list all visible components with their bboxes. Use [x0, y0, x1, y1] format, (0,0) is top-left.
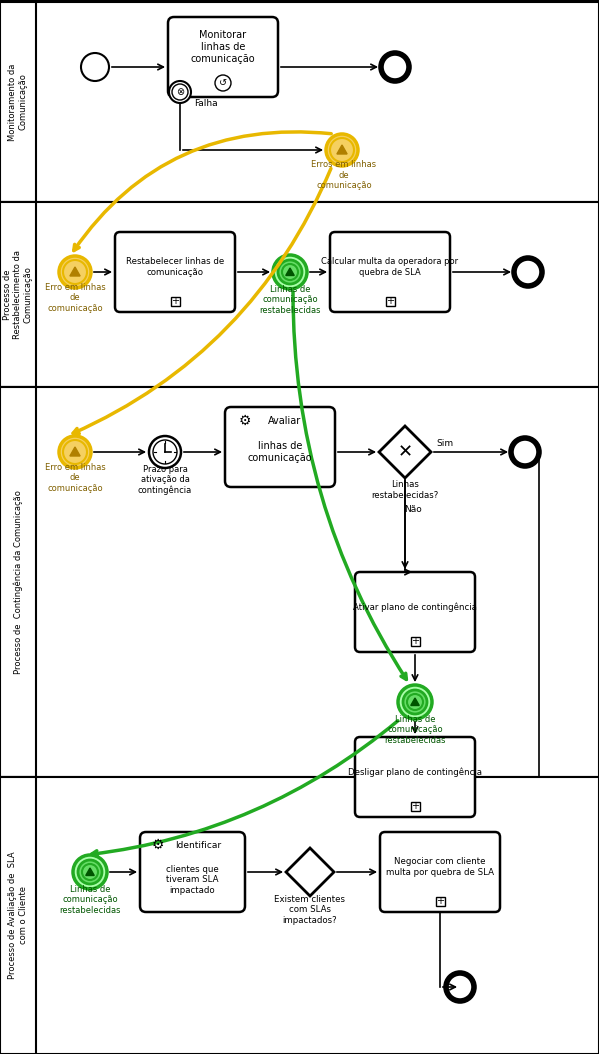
Text: Processo de  Contingência da Comunicação: Processo de Contingência da Comunicação: [13, 490, 23, 674]
Bar: [386, 296, 395, 306]
Circle shape: [514, 258, 542, 286]
Circle shape: [278, 260, 302, 284]
Text: Prazo para
ativação da
contingência: Prazo para ativação da contingência: [138, 465, 192, 495]
Text: Linhas de
comunicação
restabelecidas: Linhas de comunicação restabelecidas: [59, 885, 121, 915]
Text: ⚙: ⚙: [152, 838, 164, 852]
Bar: [0, 387, 599, 777]
Text: Avaliar: Avaliar: [268, 416, 302, 426]
Text: Não: Não: [404, 506, 422, 514]
Text: Linhas de
comunicação
restabelecidas: Linhas de comunicação restabelecidas: [384, 715, 446, 745]
Circle shape: [59, 256, 91, 288]
Polygon shape: [379, 426, 431, 479]
Circle shape: [78, 860, 102, 884]
Text: Erros em linhas
de
comunicação: Erros em linhas de comunicação: [311, 160, 377, 190]
Polygon shape: [411, 698, 419, 705]
Text: Processo de Avaliação de  SLA
com o Cliente: Processo de Avaliação de SLA com o Clien…: [8, 852, 28, 979]
Circle shape: [169, 81, 191, 103]
FancyBboxPatch shape: [115, 232, 235, 312]
Text: Identificar: Identificar: [175, 840, 221, 850]
Text: clientes que
tiveram SLA
impactado: clientes que tiveram SLA impactado: [166, 865, 219, 895]
Circle shape: [81, 53, 109, 81]
FancyBboxPatch shape: [225, 407, 335, 487]
Text: Falha: Falha: [194, 99, 217, 109]
Bar: [0, 777, 599, 1054]
FancyBboxPatch shape: [140, 832, 245, 912]
Polygon shape: [70, 447, 80, 456]
Circle shape: [403, 690, 427, 714]
Circle shape: [153, 440, 177, 464]
Text: linhas de
comunicação: linhas de comunicação: [248, 442, 312, 463]
Circle shape: [149, 436, 181, 468]
Bar: [410, 637, 419, 645]
Text: Monitoramento da
Comunicação: Monitoramento da Comunicação: [8, 63, 28, 140]
Text: Restabelecer linhas de
comunicação: Restabelecer linhas de comunicação: [126, 257, 224, 277]
Text: Negociar com cliente
multa por quebra de SLA: Negociar com cliente multa por quebra de…: [386, 857, 494, 877]
Text: ⚙: ⚙: [239, 414, 251, 428]
Circle shape: [63, 440, 87, 464]
FancyBboxPatch shape: [380, 832, 500, 912]
Bar: [0, 202, 599, 387]
Circle shape: [282, 264, 298, 280]
Bar: [435, 897, 444, 905]
Text: +: +: [171, 296, 179, 306]
Text: Monitorar
linhas de
comunicação: Monitorar linhas de comunicação: [190, 31, 255, 63]
Text: Erro em linhas
de
comunicação: Erro em linhas de comunicação: [44, 284, 105, 313]
Polygon shape: [286, 268, 294, 275]
Circle shape: [446, 973, 474, 1001]
Text: +: +: [386, 296, 394, 306]
Text: Erro em linhas
de
comunicação: Erro em linhas de comunicação: [44, 463, 105, 493]
Text: Sim: Sim: [437, 440, 453, 449]
Text: Existem clientes
com SLAs
impactados?: Existem clientes com SLAs impactados?: [274, 895, 346, 925]
Circle shape: [381, 53, 409, 81]
Bar: [0, 387, 36, 777]
Circle shape: [273, 255, 307, 289]
Text: Linhas de
comunicação
restabelecidas: Linhas de comunicação restabelecidas: [259, 285, 320, 315]
Circle shape: [172, 84, 188, 100]
Circle shape: [59, 436, 91, 468]
FancyBboxPatch shape: [168, 17, 278, 97]
Text: Ativar plano de contingência: Ativar plano de contingência: [353, 602, 477, 611]
Circle shape: [398, 685, 432, 719]
Polygon shape: [86, 868, 94, 876]
Bar: [0, 202, 36, 387]
FancyBboxPatch shape: [355, 572, 475, 652]
Text: +: +: [436, 896, 444, 906]
Circle shape: [73, 855, 107, 889]
Text: +: +: [411, 801, 419, 811]
Text: Desligar plano de contingência: Desligar plano de contingência: [348, 767, 482, 777]
Circle shape: [407, 694, 423, 710]
Circle shape: [82, 864, 98, 880]
Bar: [171, 296, 180, 306]
Polygon shape: [286, 848, 334, 896]
Text: Linhas
restabelecidas?: Linhas restabelecidas?: [371, 481, 438, 500]
Polygon shape: [70, 267, 80, 276]
FancyBboxPatch shape: [330, 232, 450, 312]
Circle shape: [63, 260, 87, 284]
Bar: [0, 2, 599, 202]
Text: Processo de
Restabelecimento da
Comunicação: Processo de Restabelecimento da Comunica…: [3, 250, 33, 339]
Circle shape: [215, 75, 231, 91]
Bar: [0, 777, 36, 1054]
Text: ✕: ✕: [398, 443, 413, 461]
Text: ↺: ↺: [219, 78, 227, 87]
Circle shape: [511, 438, 539, 466]
Polygon shape: [337, 145, 347, 154]
Circle shape: [330, 138, 354, 162]
Text: Calcular multa da operadora por
quebra de SLA: Calcular multa da operadora por quebra d…: [322, 257, 459, 277]
Bar: [0, 2, 36, 202]
Bar: [410, 801, 419, 811]
FancyBboxPatch shape: [355, 737, 475, 817]
Text: +: +: [411, 636, 419, 646]
Text: ⊗: ⊗: [176, 87, 184, 97]
Circle shape: [326, 134, 358, 165]
